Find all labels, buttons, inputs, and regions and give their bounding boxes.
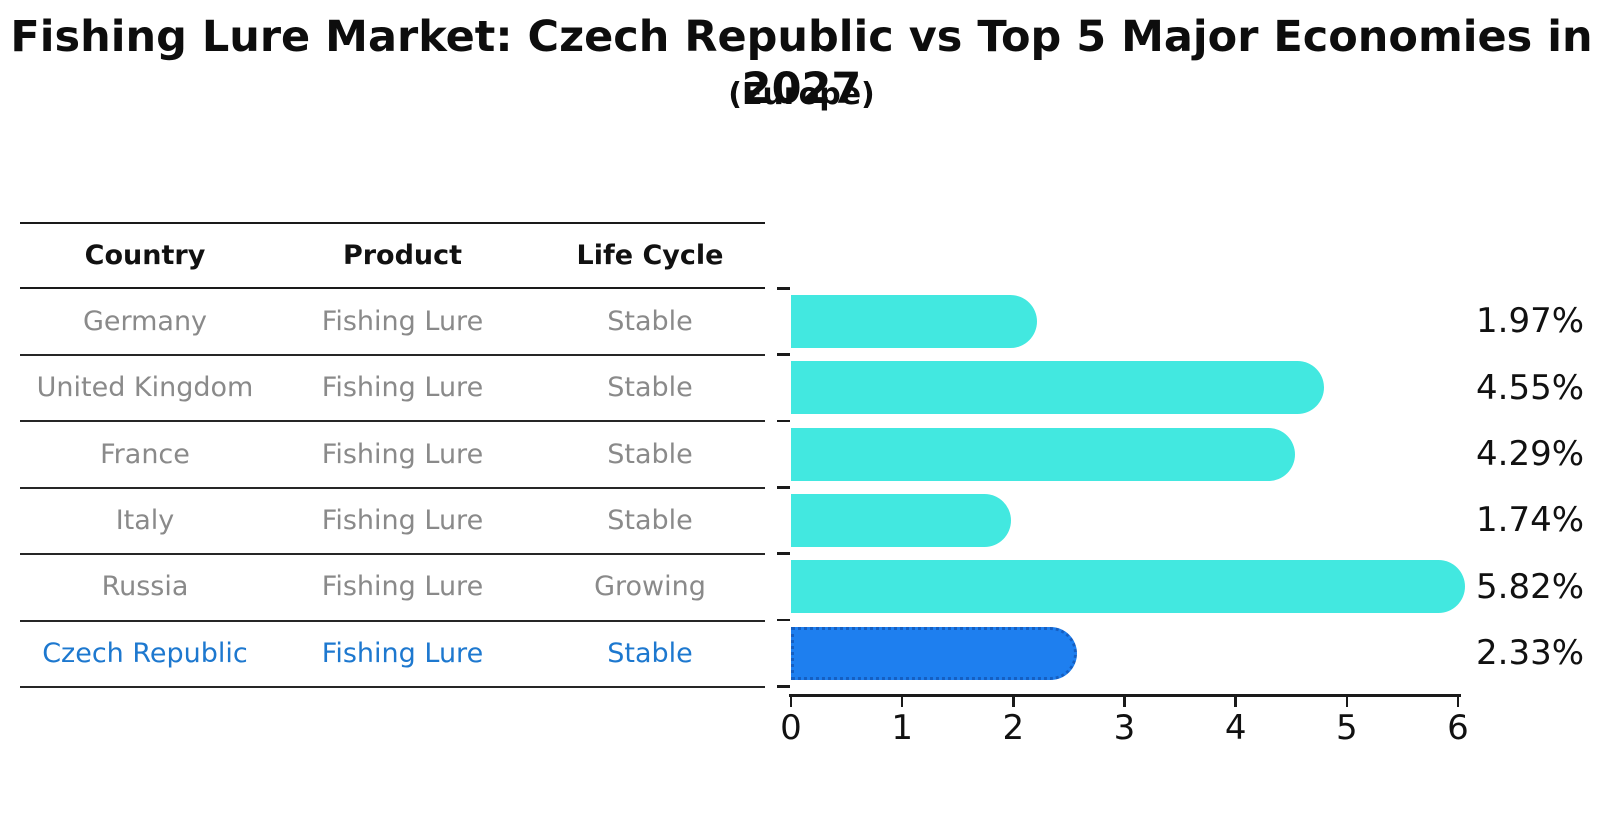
bar-united-kingdom	[791, 361, 1324, 415]
row-separator	[20, 620, 765, 622]
y-axis-tick	[777, 618, 790, 622]
cell-country: France	[100, 438, 190, 470]
cell-life-cycle: Stable	[607, 305, 693, 337]
value-label-italy: 1.74%	[1476, 500, 1585, 541]
value-label-united-kingdom: 4.55%	[1476, 367, 1585, 408]
row-separator	[20, 420, 765, 422]
table-row-france: France Fishing Lure Stable	[20, 421, 765, 487]
cell-life-cycle: Stable	[607, 637, 693, 669]
y-axis-tick	[777, 287, 790, 290]
bar-chart: 0 1 2 3 4 5 6	[777, 0, 1469, 780]
table-header-border	[20, 287, 765, 289]
x-axis-tick-label: 6	[1447, 708, 1469, 748]
value-label-france: 4.29%	[1476, 434, 1585, 475]
y-axis-tick	[777, 353, 790, 356]
x-axis-tick	[789, 696, 793, 707]
page-subtitle: (Europe)	[728, 77, 875, 112]
table-row-czech-republic: Czech Republic Fishing Lure Stable	[20, 620, 765, 686]
bar-germany	[791, 294, 1037, 348]
page-title: Fishing Lure Market: Czech Republic vs T…	[10, 12, 1593, 114]
country-table: Country Product Life Cycle Germany Fishi…	[20, 222, 765, 688]
row-separator	[20, 354, 765, 356]
value-label-russia: 5.82%	[1476, 566, 1585, 607]
x-axis-tick	[1012, 696, 1015, 707]
table-bottom-border	[20, 686, 765, 688]
x-axis-tick-label: 4	[1224, 708, 1247, 748]
bar-italy	[791, 493, 1012, 547]
table-header-row: Country Product Life Cycle	[20, 222, 765, 288]
cell-country: United Kingdom	[36, 371, 254, 403]
table-row-italy: Italy Fishing Lure Stable	[20, 487, 765, 553]
x-axis-tick	[1123, 696, 1126, 707]
x-axis-tick	[1234, 696, 1237, 707]
table-row-united-kingdom: United Kingdom Fishing Lure Stable	[20, 354, 765, 420]
x-axis-tick	[1345, 696, 1349, 707]
x-axis-tick	[1456, 696, 1460, 707]
cell-life-cycle: Stable	[607, 371, 693, 403]
x-axis-tick-label: 2	[1002, 708, 1025, 748]
cell-country: Czech Republic	[42, 637, 248, 669]
x-axis-tick-label: 3	[1113, 708, 1136, 748]
header-product: Product	[342, 239, 463, 271]
cell-life-cycle: Stable	[607, 438, 693, 470]
value-label-czech-republic: 2.33%	[1476, 633, 1585, 674]
x-axis-tick-label: 1	[891, 708, 913, 748]
x-axis-tick	[900, 696, 904, 707]
table-top-border	[20, 222, 765, 224]
header-country: Country	[84, 239, 206, 271]
cell-life-cycle: Growing	[594, 570, 706, 602]
header-life-cycle: Life Cycle	[576, 239, 724, 271]
bar-russia	[791, 560, 1465, 614]
x-axis-tick-label: 5	[1336, 708, 1358, 748]
table-row-russia: Russia Fishing Lure Growing	[20, 553, 765, 619]
y-axis-tick	[777, 486, 790, 489]
cell-life-cycle: Stable	[607, 504, 693, 536]
value-label-germany: 1.97%	[1476, 301, 1585, 342]
row-separator	[20, 487, 765, 489]
bar-france	[791, 427, 1295, 481]
row-separator	[20, 553, 765, 555]
x-axis-line	[789, 694, 1461, 697]
cell-country: Italy	[115, 504, 175, 536]
cell-product: Fishing Lure	[321, 438, 484, 470]
cell-product: Fishing Lure	[321, 504, 484, 536]
cell-country: Germany	[82, 305, 208, 337]
cell-product: Fishing Lure	[321, 570, 484, 602]
cell-product: Fishing Lure	[321, 637, 484, 669]
cell-product: Fishing Lure	[321, 305, 484, 337]
y-axis-tick	[777, 552, 790, 555]
table-row-germany: Germany Fishing Lure Stable	[20, 288, 765, 354]
cell-product: Fishing Lure	[321, 371, 484, 403]
x-axis-tick-label: 0	[780, 708, 802, 748]
y-axis-tick	[777, 419, 790, 423]
cell-country: Russia	[101, 570, 189, 602]
y-axis-tick	[777, 685, 790, 688]
bar-czech-republic	[791, 626, 1078, 680]
